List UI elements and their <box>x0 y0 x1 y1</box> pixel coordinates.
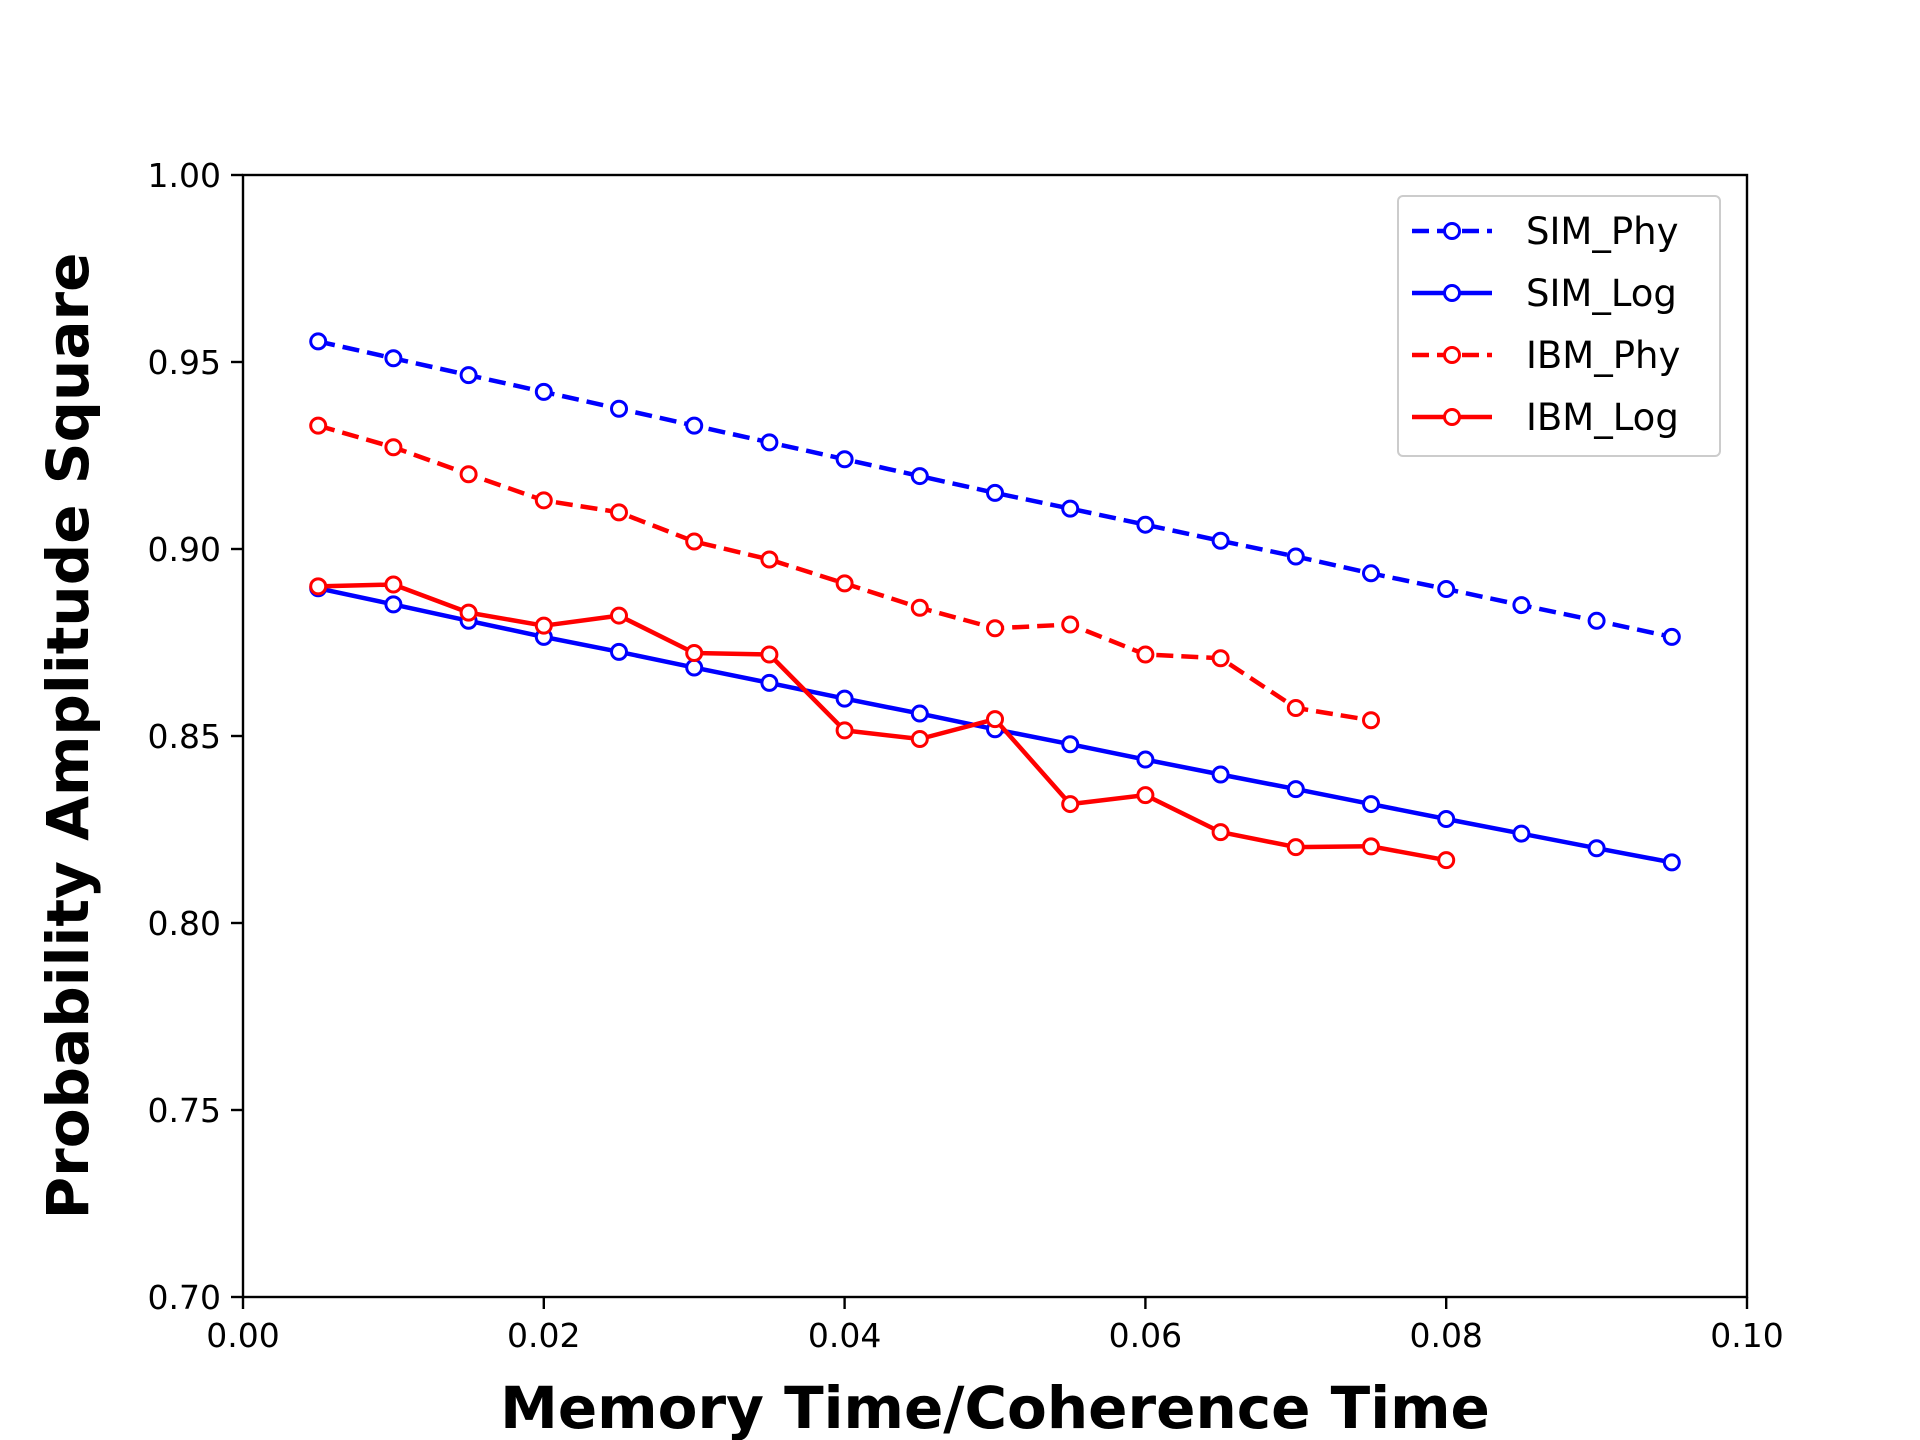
legend-label-ibm-log: IBM_Log <box>1526 396 1679 439</box>
data-point-sim-phy <box>1437 580 1456 599</box>
data-point-ibm-phy <box>685 532 704 551</box>
series-layer <box>309 332 1681 872</box>
series-ibm-phy <box>309 416 1380 730</box>
x-tick-label: 0.06 <box>1109 1316 1182 1355</box>
data-point-sim-log <box>760 673 779 692</box>
data-point-sim-log <box>685 658 704 677</box>
data-point-ibm-phy <box>1286 698 1305 717</box>
data-point-sim-log <box>1136 750 1155 769</box>
data-point-sim-phy <box>1061 499 1080 518</box>
data-point-sim-phy <box>309 332 328 351</box>
legend-marker-sim-log <box>1443 284 1461 302</box>
data-point-sim-phy <box>459 366 478 385</box>
data-point-sim-phy <box>685 416 704 435</box>
data-point-ibm-log <box>835 721 854 740</box>
data-point-ibm-log <box>1437 851 1456 870</box>
data-point-sim-log <box>1662 853 1681 872</box>
y-tick-label: 0.75 <box>148 1091 221 1130</box>
data-point-sim-log <box>1587 839 1606 858</box>
data-point-ibm-phy <box>986 619 1004 638</box>
series-line-ibm-log <box>318 582 1447 863</box>
data-point-ibm-phy <box>534 491 553 510</box>
data-point-ibm-phy <box>910 598 929 617</box>
y-axis-title: Probability Amplitude Square <box>34 253 102 1220</box>
x-tick-label: 0.02 <box>507 1316 580 1355</box>
x-tick-label: 0.04 <box>808 1316 881 1355</box>
legend-marker-ibm-phy <box>1443 346 1461 364</box>
data-point-ibm-log <box>1286 838 1305 857</box>
y-tick-label: 0.95 <box>148 343 221 382</box>
data-point-ibm-phy <box>459 465 478 484</box>
legend-label-sim-log: SIM_Log <box>1526 272 1677 315</box>
data-point-sim-phy <box>534 382 553 401</box>
data-point-sim-phy <box>1286 547 1305 566</box>
data-point-sim-phy <box>986 483 1004 502</box>
x-axis-title: Memory Time/Coherence Time <box>500 1374 1490 1440</box>
legend-label-ibm-phy: IBM_Phy <box>1526 334 1680 377</box>
y-tick-label: 0.90 <box>148 530 221 569</box>
data-point-ibm-log <box>1136 786 1155 805</box>
data-point-sim-log <box>610 642 628 661</box>
data-point-sim-phy <box>835 450 854 469</box>
series-ibm-log <box>309 575 1456 870</box>
data-point-ibm-log <box>534 616 553 635</box>
data-point-sim-phy <box>1211 531 1230 550</box>
data-point-ibm-phy <box>760 550 779 569</box>
data-point-ibm-phy <box>309 416 328 435</box>
legend: SIM_Phy SIM_Log IBM_Phy IBM_Log <box>1397 195 1721 457</box>
y-tick-label: 0.80 <box>148 904 221 943</box>
data-point-sim-phy <box>1512 596 1531 615</box>
data-point-sim-phy <box>1662 627 1681 646</box>
data-point-ibm-log <box>760 645 779 664</box>
data-point-sim-log <box>910 704 929 723</box>
data-point-ibm-log <box>384 575 403 594</box>
x-tick-label: 0.10 <box>1710 1316 1783 1355</box>
data-point-ibm-log <box>910 729 929 748</box>
x-tick-label: 0.08 <box>1409 1316 1482 1355</box>
data-point-ibm-log <box>685 643 704 662</box>
data-point-ibm-phy <box>1211 649 1230 668</box>
data-point-ibm-log <box>459 603 478 622</box>
data-point-sim-log <box>1286 780 1305 799</box>
data-point-sim-phy <box>1587 611 1606 630</box>
y-tick-label: 0.85 <box>148 717 221 756</box>
data-point-ibm-phy <box>384 438 403 457</box>
data-point-sim-log <box>384 595 403 614</box>
x-tick-label: 0.00 <box>206 1316 279 1355</box>
data-point-sim-log <box>835 689 854 708</box>
data-point-ibm-phy <box>610 503 628 522</box>
data-point-sim-phy <box>1362 564 1380 583</box>
data-point-sim-phy <box>910 467 929 486</box>
legend-marker-ibm-log <box>1443 408 1461 426</box>
data-point-ibm-log <box>610 606 628 625</box>
data-point-ibm-phy <box>835 574 854 593</box>
axis-ticks: 0.00 0.02 0.04 0.06 0.08 0.10 0.70 0.75 0.80 0.85… <box>148 156 1784 1355</box>
y-tick-label: 1.00 <box>148 156 221 195</box>
data-point-ibm-log <box>309 577 328 596</box>
data-point-sim-log <box>1437 810 1456 829</box>
data-point-ibm-phy <box>1136 645 1155 664</box>
legend-label-sim-phy: SIM_Phy <box>1526 210 1678 253</box>
data-point-sim-phy <box>1136 515 1155 534</box>
data-point-sim-phy <box>384 349 403 368</box>
data-point-ibm-phy <box>1362 711 1380 730</box>
data-point-ibm-log <box>1061 795 1080 814</box>
data-point-sim-log <box>1211 765 1230 784</box>
data-point-ibm-log <box>986 710 1004 729</box>
legend-marker-sim-phy <box>1443 222 1461 240</box>
data-point-sim-log <box>1362 795 1380 814</box>
data-point-sim-log <box>1512 824 1531 843</box>
data-point-sim-phy <box>610 399 628 418</box>
data-point-ibm-log <box>1362 837 1380 856</box>
series-sim-phy <box>309 332 1681 646</box>
y-tick-label: 0.70 <box>148 1278 221 1317</box>
data-point-ibm-log <box>1211 823 1230 842</box>
data-point-sim-phy <box>760 433 779 452</box>
legend-box <box>1397 195 1721 457</box>
data-point-sim-log <box>1061 735 1080 754</box>
data-point-ibm-phy <box>1061 615 1080 634</box>
